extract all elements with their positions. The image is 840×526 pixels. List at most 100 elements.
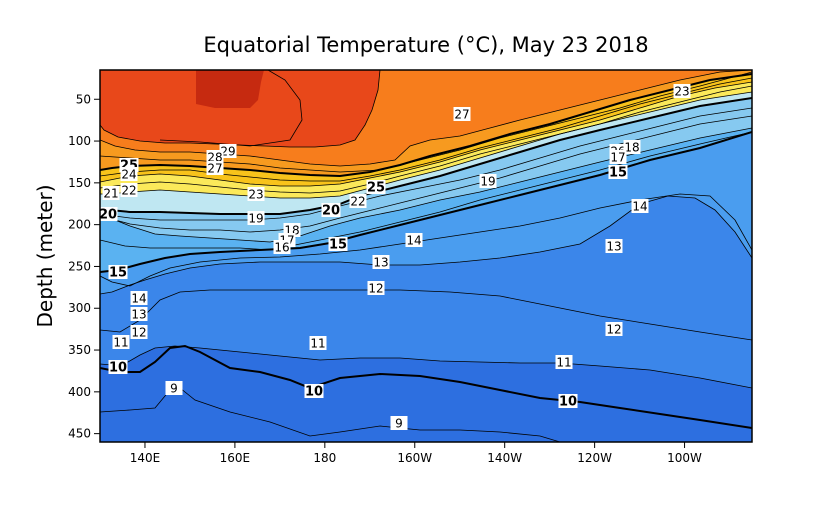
y-tick-label: 400 (68, 385, 91, 399)
isotherm-19 (100, 107, 752, 221)
isotherm-21 (100, 91, 752, 199)
contour-label-background (673, 84, 691, 98)
isotherm-24 (100, 77, 752, 182)
contour-label-background (165, 381, 183, 395)
contour-label-background (112, 335, 130, 349)
contour-label-15: 15 (609, 166, 627, 181)
contour-label-background (206, 150, 224, 164)
contour-label-background (100, 207, 118, 221)
contour-label-background (108, 360, 128, 374)
contour-label-background (605, 322, 623, 336)
contour-label-background (367, 281, 385, 295)
isotherm-27 (100, 70, 752, 167)
contour-label-background (206, 161, 224, 175)
x-tick-label: 100W (667, 451, 702, 465)
x-tick-label: 180 (313, 451, 336, 465)
contour-label-background (108, 265, 128, 279)
y-tick-label: 250 (68, 259, 91, 273)
x-axis-ticks: 140E 160E 180 160W 140W 120W 100W (130, 442, 702, 465)
isotherm-11 (100, 345, 752, 389)
contour-label-23: 23 (248, 188, 263, 202)
y-axis-label: Depth (meter) (33, 184, 57, 327)
y-tick-label: 50 (76, 92, 91, 106)
isotherm-13 (100, 195, 752, 295)
contour-label-background (130, 291, 148, 305)
isotherm-23 (100, 81, 752, 187)
contour-label-17: 17 (610, 151, 625, 165)
contour-label-22: 22 (121, 184, 136, 198)
contour-label-background (219, 144, 237, 158)
contour-label-background (321, 203, 341, 217)
contour-label-24: 24 (121, 168, 136, 182)
contour-label-19: 19 (480, 175, 495, 189)
contour-label-background (309, 336, 327, 350)
contour-label-14: 14 (632, 200, 647, 214)
contour-label-16: 16 (274, 241, 289, 255)
contour-label-background (623, 140, 641, 154)
contour-label-22: 22 (350, 195, 365, 209)
contour-label-background (304, 384, 324, 398)
x-tick-label: 160W (397, 451, 432, 465)
contour-label-13: 13 (373, 256, 388, 270)
contour-label-background (102, 186, 120, 200)
contour-label-background (558, 394, 578, 408)
contour-label-background (120, 167, 138, 181)
contour-label-19: 19 (248, 212, 263, 226)
y-tick-label: 450 (68, 427, 91, 441)
contour-label-15: 15 (109, 266, 127, 281)
chart-title: Equatorial Temperature (°C), May 23 2018 (203, 33, 648, 57)
plot-frame (99, 69, 753, 443)
isotherm-10 (100, 344, 752, 429)
contour-label-12: 12 (368, 282, 383, 296)
y-tick-label: 300 (68, 301, 91, 315)
contour-label-background (247, 211, 265, 225)
contour-label-12: 12 (131, 326, 146, 340)
isotherm-29 (159, 70, 303, 147)
contour-label-14: 14 (131, 292, 146, 306)
contour-label-11: 11 (113, 336, 128, 350)
isotherm-lines (100, 70, 752, 442)
band-below-28 (100, 70, 380, 147)
contour-label-21: 21 (103, 187, 118, 201)
contour-label-background (405, 233, 423, 247)
contour-label-27: 27 (454, 108, 469, 122)
contour-label-background (608, 165, 628, 179)
contour-label-29: 29 (220, 145, 235, 159)
contour-label-20: 20 (322, 204, 340, 219)
x-tick-label: 160E (220, 451, 251, 465)
contour-label-background (631, 199, 649, 213)
isotherm-15 (100, 131, 752, 273)
contour-label-9: 9 (395, 417, 403, 431)
contour-label-background (349, 194, 367, 208)
contour-labels: 2928272726252524232322222120201919181817… (99, 84, 691, 431)
contour-label-background (120, 183, 138, 197)
contour-label-background (453, 107, 471, 121)
y-tick-label: 100 (68, 134, 91, 148)
isotherm-17 (100, 127, 752, 243)
contour-label-11: 11 (310, 337, 325, 351)
contour-label-18: 18 (624, 141, 639, 155)
isotherm-25 (100, 73, 752, 178)
contour-label-background (479, 174, 497, 188)
isotherm-12 (100, 289, 752, 341)
contour-label-background (130, 325, 148, 339)
contour-label-20: 20 (99, 208, 117, 223)
contour-label-13: 13 (131, 308, 146, 322)
contour-label-background (130, 307, 148, 321)
contour-label-11: 11 (556, 356, 571, 370)
contour-label-27: 27 (207, 162, 222, 176)
contour-label-14: 14 (406, 234, 421, 248)
contour-label-background (273, 240, 291, 254)
contour-label-background (390, 416, 408, 430)
contour-label-background (609, 150, 627, 164)
contour-label-13: 13 (606, 240, 621, 254)
contour-label-23: 23 (674, 85, 689, 99)
y-tick-label: 350 (68, 343, 91, 357)
plot-area: 2928272726252524232322222120201919181817… (99, 70, 752, 442)
contour-label-background (555, 355, 573, 369)
contour-label-10: 10 (559, 395, 577, 410)
y-tick-label: 200 (68, 218, 91, 232)
contour-label-background (605, 239, 623, 253)
